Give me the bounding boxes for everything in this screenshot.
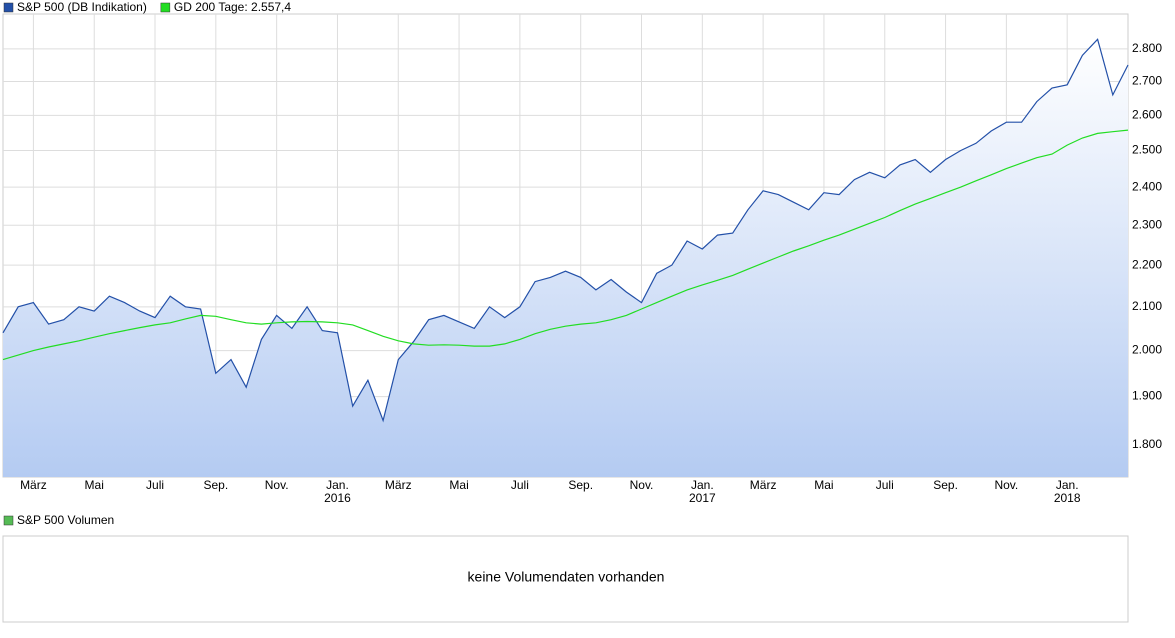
x-tick-label: Jan.	[1056, 478, 1079, 492]
area	[3, 39, 1128, 478]
legend-label: GD 200 Tage: 2.557,4	[174, 0, 292, 14]
x-tick-label: Jan.	[691, 478, 714, 492]
line	[2, 129, 1129, 361]
y-tick-label: 2.700	[1132, 74, 1162, 88]
y-tick-label: 2.100	[1132, 299, 1162, 313]
x-tick-label: Jan.	[326, 478, 349, 492]
x-tick-label: Juli	[146, 478, 164, 492]
y-tick-label: 1.900	[1132, 389, 1162, 403]
x-tick-label: Mai	[449, 478, 468, 492]
x-tick-label: März	[750, 478, 777, 492]
x-tick-label: Mai	[814, 478, 833, 492]
x-tick-label: Nov.	[994, 478, 1018, 492]
legend-swatch	[160, 2, 171, 13]
x-year-label: 2017	[689, 491, 716, 505]
x-tick-label: Juli	[876, 478, 894, 492]
x-tick-label: Mai	[85, 478, 104, 492]
areas	[3, 39, 1128, 478]
x-tick-label: Nov.	[265, 478, 289, 492]
y-tick-label: 2.500	[1132, 143, 1162, 157]
legend-swatch	[3, 2, 14, 13]
x-tick-label: März	[20, 478, 47, 492]
x-tick-label: Sep.	[203, 478, 228, 492]
legend-label: S&P 500 (DB Indikation)	[17, 0, 147, 14]
lines	[2, 38, 1129, 423]
volume-message: keine Volumendaten vorhanden	[468, 569, 665, 585]
x-year-label: 2018	[1054, 491, 1081, 505]
volume-legend: S&P 500 Volumen	[17, 513, 114, 527]
legend: S&P 500 (DB Indikation) GD 200 Tage: 2.55…	[3, 0, 292, 14]
y-tick-label: 2.400	[1132, 179, 1162, 193]
volume-panel	[2, 535, 1129, 623]
line	[2, 38, 1129, 423]
volume-legend-swatch	[3, 515, 14, 526]
y-tick-label: 2.300	[1132, 217, 1162, 231]
y-tick-label: 2.200	[1132, 257, 1162, 271]
y-tick-label: 2.600	[1132, 107, 1162, 121]
x-tick-label: Nov.	[630, 478, 654, 492]
x-year-label: 2016	[324, 491, 351, 505]
y-tick-label: 2.800	[1132, 41, 1162, 55]
x-tick-label: Sep.	[933, 478, 958, 492]
x-tick-label: Juli	[511, 478, 529, 492]
x-tick-label: März	[385, 478, 412, 492]
x-tick-label: Sep.	[568, 478, 593, 492]
y-tick-label: 1.800	[1132, 437, 1162, 451]
y-tick-label: 2.000	[1132, 343, 1162, 357]
